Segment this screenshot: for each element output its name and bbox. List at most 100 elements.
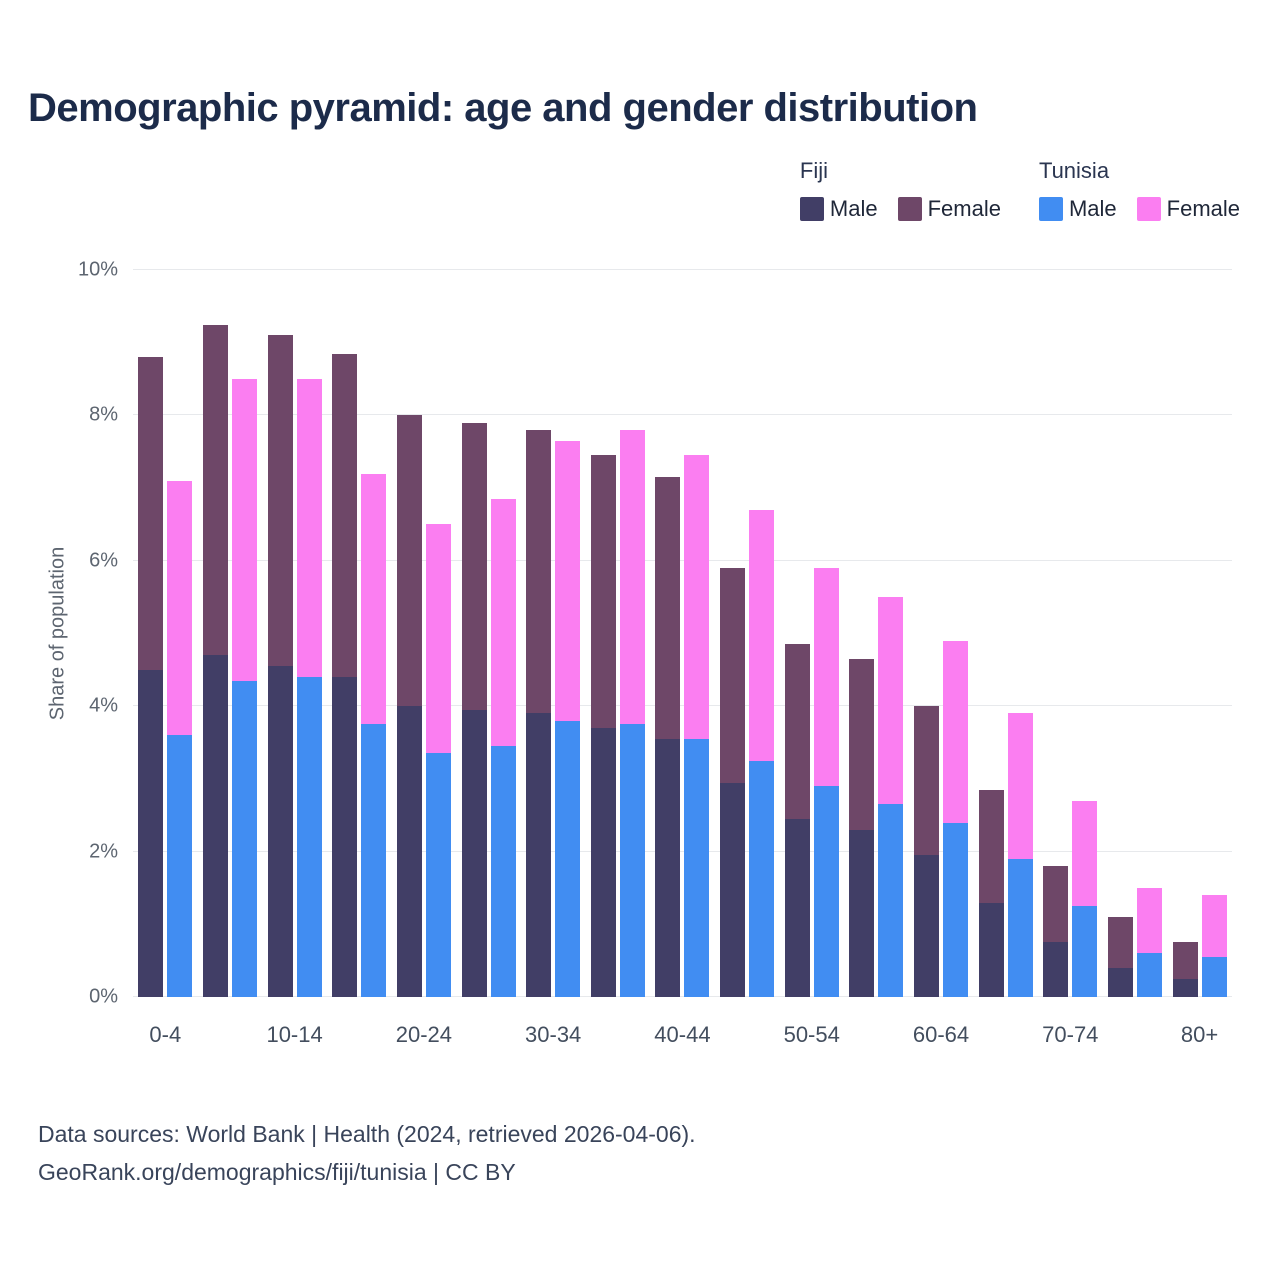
bar-segment-fiji-male-65-69[interactable] <box>978 902 1004 997</box>
stacked-bar-tunisia-10-14[interactable] <box>296 270 322 997</box>
bar-segment-tunisia-female-55-59[interactable] <box>878 597 904 805</box>
bar-segment-fiji-male-35-39[interactable] <box>590 728 616 997</box>
bar-segment-fiji-male-75-79[interactable] <box>1107 967 1133 997</box>
bar-segment-tunisia-male-30-34[interactable] <box>555 720 581 997</box>
stacked-bar-fiji-65-69[interactable] <box>978 270 1004 997</box>
legend-entry-tunisia-female[interactable]: Female <box>1136 196 1240 222</box>
bar-segment-fiji-female-30-34[interactable] <box>526 429 552 714</box>
stacked-bar-fiji-25-29[interactable] <box>461 270 487 997</box>
bar-segment-tunisia-female-25-29[interactable] <box>490 499 516 747</box>
bar-segment-tunisia-male-60-64[interactable] <box>943 822 968 997</box>
bar-segment-tunisia-female-45-49[interactable] <box>749 509 775 761</box>
bar-segment-fiji-male-70-74[interactable] <box>1043 942 1069 997</box>
bar-segment-tunisia-male-25-29[interactable] <box>490 746 516 997</box>
bar-segment-tunisia-female-40-44[interactable] <box>684 455 710 739</box>
stacked-bar-tunisia-35-39[interactable] <box>619 270 645 997</box>
bar-segment-fiji-male-0-4[interactable] <box>138 669 164 997</box>
bar-segment-fiji-female-35-39[interactable] <box>590 455 616 729</box>
bar-segment-tunisia-female-70-74[interactable] <box>1072 800 1098 907</box>
stacked-bar-fiji-40-44[interactable] <box>655 270 681 997</box>
stacked-bar-fiji-35-39[interactable] <box>590 270 616 997</box>
stacked-bar-tunisia-25-29[interactable] <box>490 270 516 997</box>
bar-segment-tunisia-male-80+[interactable] <box>1201 957 1227 997</box>
stacked-bar-fiji-0-4[interactable] <box>138 270 164 997</box>
bar-segment-fiji-female-25-29[interactable] <box>461 422 487 710</box>
bar-segment-fiji-male-10-14[interactable] <box>267 666 293 997</box>
bar-segment-tunisia-male-50-54[interactable] <box>813 786 839 997</box>
legend-entry-fiji-female[interactable]: Female <box>897 196 1001 222</box>
bar-segment-tunisia-female-75-79[interactable] <box>1136 887 1162 954</box>
legend-entry-fiji-male[interactable]: Male <box>799 196 878 222</box>
bar-segment-fiji-female-45-49[interactable] <box>720 568 746 783</box>
stacked-bar-tunisia-15-19[interactable] <box>361 270 387 997</box>
stacked-bar-fiji-55-59[interactable] <box>849 270 875 997</box>
bar-segment-fiji-male-40-44[interactable] <box>655 738 681 997</box>
stacked-bar-tunisia-30-34[interactable] <box>555 270 581 997</box>
bar-segment-tunisia-female-50-54[interactable] <box>813 568 839 787</box>
bar-segment-tunisia-female-80+[interactable] <box>1201 895 1227 958</box>
bar-segment-fiji-male-5-9[interactable] <box>202 655 228 997</box>
bar-segment-tunisia-female-5-9[interactable] <box>231 379 257 681</box>
bar-segment-fiji-male-25-29[interactable] <box>461 709 487 997</box>
bar-segment-tunisia-female-35-39[interactable] <box>619 429 645 725</box>
stacked-bar-tunisia-5-9[interactable] <box>231 270 257 997</box>
bar-segment-tunisia-male-45-49[interactable] <box>749 760 775 997</box>
bar-segment-fiji-female-40-44[interactable] <box>655 477 681 739</box>
bar-segment-fiji-male-30-34[interactable] <box>526 713 552 997</box>
stacked-bar-fiji-75-79[interactable] <box>1107 270 1133 997</box>
bar-segment-fiji-male-80+[interactable] <box>1172 978 1198 997</box>
bar-segment-fiji-female-70-74[interactable] <box>1043 866 1069 943</box>
bar-segment-fiji-female-80+[interactable] <box>1172 942 1198 979</box>
bar-segment-tunisia-male-70-74[interactable] <box>1072 906 1098 997</box>
bar-segment-tunisia-male-75-79[interactable] <box>1136 953 1162 997</box>
bar-segment-tunisia-male-65-69[interactable] <box>1007 858 1033 997</box>
bar-segment-tunisia-male-10-14[interactable] <box>296 677 322 997</box>
legend-entry-tunisia-male[interactable]: Male <box>1038 196 1117 222</box>
bar-segment-fiji-female-20-24[interactable] <box>396 415 422 707</box>
bar-segment-tunisia-male-40-44[interactable] <box>684 738 710 997</box>
stacked-bar-fiji-10-14[interactable] <box>267 270 293 997</box>
bar-segment-tunisia-male-20-24[interactable] <box>425 753 451 997</box>
stacked-bar-fiji-20-24[interactable] <box>396 270 422 997</box>
bar-segment-tunisia-male-35-39[interactable] <box>619 724 645 997</box>
stacked-bar-tunisia-55-59[interactable] <box>878 270 904 997</box>
bar-segment-tunisia-male-0-4[interactable] <box>167 735 193 997</box>
bar-segment-fiji-male-15-19[interactable] <box>332 677 358 997</box>
stacked-bar-tunisia-70-74[interactable] <box>1072 270 1098 997</box>
stacked-bar-tunisia-0-4[interactable] <box>167 270 193 997</box>
stacked-bar-fiji-80+[interactable] <box>1172 270 1198 997</box>
stacked-bar-tunisia-65-69[interactable] <box>1007 270 1033 997</box>
bar-segment-fiji-male-55-59[interactable] <box>849 829 875 997</box>
stacked-bar-tunisia-75-79[interactable] <box>1136 270 1162 997</box>
bar-segment-tunisia-male-5-9[interactable] <box>231 680 257 997</box>
bar-segment-fiji-male-50-54[interactable] <box>784 818 810 997</box>
bar-segment-fiji-female-55-59[interactable] <box>849 658 875 830</box>
bar-segment-fiji-female-0-4[interactable] <box>138 357 164 670</box>
bar-segment-fiji-female-5-9[interactable] <box>202 324 228 656</box>
stacked-bar-fiji-30-34[interactable] <box>526 270 552 997</box>
stacked-bar-fiji-50-54[interactable] <box>784 270 810 997</box>
bar-segment-fiji-female-10-14[interactable] <box>267 335 293 667</box>
bar-segment-fiji-female-75-79[interactable] <box>1107 917 1133 968</box>
stacked-bar-fiji-60-64[interactable] <box>914 270 939 997</box>
bar-segment-tunisia-female-30-34[interactable] <box>555 440 581 721</box>
bar-segment-fiji-male-20-24[interactable] <box>396 706 422 997</box>
stacked-bar-fiji-15-19[interactable] <box>332 270 358 997</box>
bar-segment-tunisia-male-55-59[interactable] <box>878 804 904 997</box>
stacked-bar-fiji-70-74[interactable] <box>1043 270 1069 997</box>
stacked-bar-tunisia-40-44[interactable] <box>684 270 710 997</box>
stacked-bar-tunisia-20-24[interactable] <box>425 270 451 997</box>
stacked-bar-tunisia-50-54[interactable] <box>813 270 839 997</box>
stacked-bar-tunisia-45-49[interactable] <box>749 270 775 997</box>
bar-segment-fiji-female-65-69[interactable] <box>978 789 1004 903</box>
bar-segment-fiji-female-15-19[interactable] <box>332 353 358 678</box>
bar-segment-tunisia-male-15-19[interactable] <box>361 724 387 997</box>
stacked-bar-tunisia-80+[interactable] <box>1201 270 1227 997</box>
stacked-bar-tunisia-60-64[interactable] <box>943 270 968 997</box>
bar-segment-tunisia-female-10-14[interactable] <box>296 379 322 678</box>
bar-segment-tunisia-female-15-19[interactable] <box>361 473 387 725</box>
bar-segment-fiji-male-45-49[interactable] <box>720 782 746 997</box>
stacked-bar-fiji-5-9[interactable] <box>202 270 228 997</box>
stacked-bar-fiji-45-49[interactable] <box>720 270 746 997</box>
bar-segment-fiji-male-60-64[interactable] <box>914 855 939 997</box>
